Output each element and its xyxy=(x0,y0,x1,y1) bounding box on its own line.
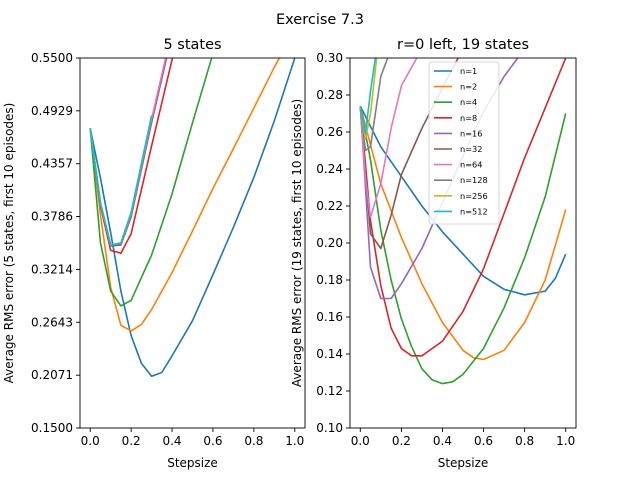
legend-label: n=256 xyxy=(460,191,488,201)
x-axis-label: Stepsize xyxy=(167,456,218,470)
subplot-title: r=0 left, 19 states xyxy=(397,37,529,53)
series-line-n8 xyxy=(359,58,567,357)
legend-label: n=8 xyxy=(460,113,477,123)
series-line-n512 xyxy=(89,115,153,246)
y-tick-label: 0.2643 xyxy=(31,315,73,329)
legend-label: n=1 xyxy=(460,66,477,76)
y-tick-label: 0.5500 xyxy=(31,51,73,65)
y-tick-label: 0.28 xyxy=(316,88,343,102)
x-tick-label: 0.6 xyxy=(203,434,222,448)
y-tick-label: 0.18 xyxy=(316,273,343,287)
x-tick-label: 0.4 xyxy=(433,434,452,448)
figure-title: Exercise 7.3 xyxy=(276,12,364,28)
legend-label: n=512 xyxy=(460,206,488,216)
x-tick-label: 0.0 xyxy=(351,434,370,448)
series-line-n2 xyxy=(359,105,567,361)
y-tick-label: 0.14 xyxy=(316,347,343,361)
y-tick-label: 0.22 xyxy=(316,199,343,213)
axes-frame xyxy=(79,57,306,429)
x-tick-label: 0.4 xyxy=(162,434,181,448)
legend-label: n=4 xyxy=(460,97,477,107)
y-tick-label: 0.3786 xyxy=(31,210,73,224)
legend-label: n=128 xyxy=(460,175,488,185)
x-tick-label: 0.6 xyxy=(474,434,493,448)
series-line-n64 xyxy=(359,58,418,218)
x-tick-label: 0.2 xyxy=(392,434,411,448)
legend-label: n=64 xyxy=(460,160,482,170)
x-tick-label: 0.8 xyxy=(515,434,534,448)
legend-label: n=2 xyxy=(460,82,477,92)
y-tick-label: 0.4357 xyxy=(31,157,73,171)
plot-5-states: 0.0 0.2 0.4 0.6 0.8 1.0 0.1500 0.2071 0.2643 0.32… xyxy=(2,37,306,470)
series-line-n4 xyxy=(89,58,213,307)
y-tick-label: 0.24 xyxy=(316,162,343,176)
series-line-n2 xyxy=(89,58,281,332)
y-axis-label: Average RMS error (19 states, first 10 e… xyxy=(290,99,304,387)
x-tick-label: 0.2 xyxy=(122,434,141,448)
y-tick-label: 0.20 xyxy=(316,236,343,250)
y-tick-label: 0.12 xyxy=(316,384,343,398)
y-tick-label: 0.26 xyxy=(316,125,343,139)
y-tick-label: 0.2071 xyxy=(31,368,73,382)
y-tick-label: 0.30 xyxy=(316,51,343,65)
y-tick-label: 0.16 xyxy=(316,310,343,324)
y-tick-label: 0.4929 xyxy=(31,104,73,118)
legend-label: n=16 xyxy=(460,128,482,138)
series-line-n128 xyxy=(359,58,389,152)
y-tick-label: 0.1500 xyxy=(31,421,73,435)
series-lines xyxy=(89,58,296,378)
legend-label: n=32 xyxy=(460,144,482,154)
x-tick-label: 0.0 xyxy=(81,434,100,448)
x-axis-label: Stepsize xyxy=(438,456,489,470)
subplot-title: 5 states xyxy=(163,37,221,53)
plot-19-states: 0.0 0.2 0.4 0.6 0.8 1.0 0.10 0.12 0.14 0.16 0.18 0.… xyxy=(290,37,577,470)
series-line-n1 xyxy=(359,105,567,296)
y-tick-label: 0.10 xyxy=(316,421,343,435)
series-lines xyxy=(359,58,567,385)
series-line-n1 xyxy=(89,58,296,378)
x-tick-label: 1.0 xyxy=(285,434,304,448)
y-axis-label: Average RMS error (5 states, first 10 ep… xyxy=(2,103,16,384)
series-line-n4 xyxy=(359,105,567,385)
legend: n=1 n=2 n=4 n=8 n=16 n=32 n=64 n=128 n=256 n=512 xyxy=(428,61,500,225)
series-line-n512 xyxy=(359,58,377,135)
y-tick-label: 0.3214 xyxy=(31,262,73,276)
x-tick-label: 0.8 xyxy=(244,434,263,448)
x-tick-label: 1.0 xyxy=(556,434,575,448)
